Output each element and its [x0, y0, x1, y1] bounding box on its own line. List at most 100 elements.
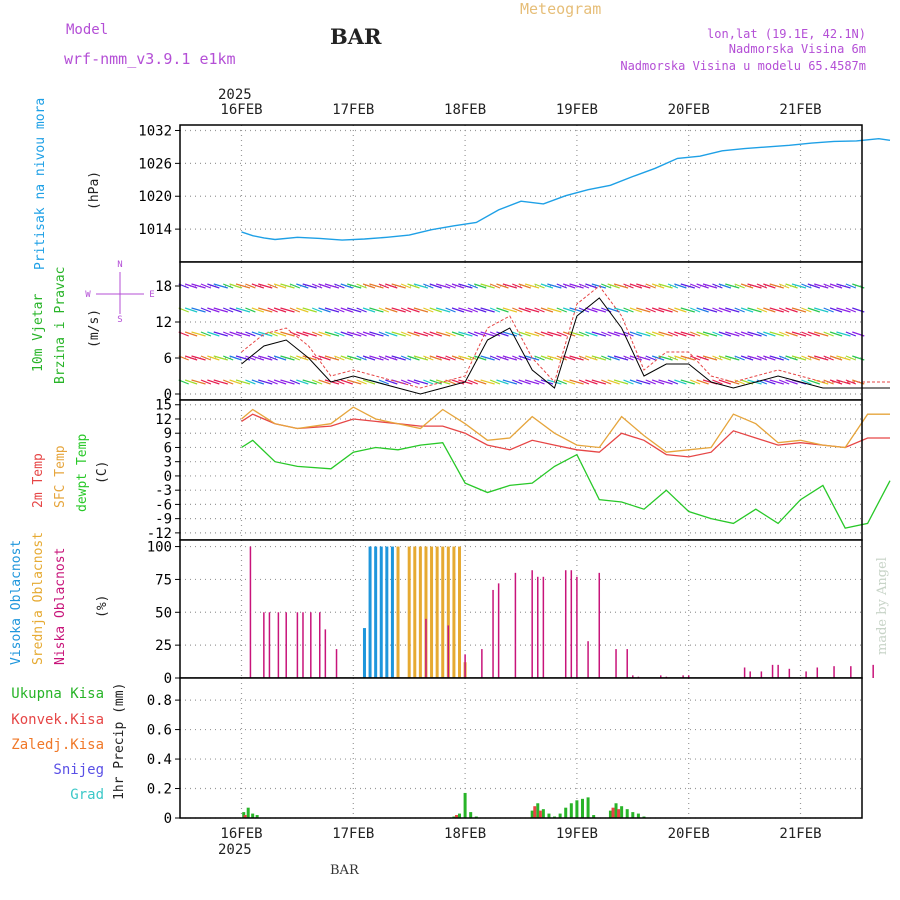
wind-arrow	[391, 307, 406, 313]
wind-arrow	[658, 283, 673, 289]
wind-arrow	[636, 379, 651, 385]
wind-arrow	[702, 307, 718, 313]
wind-arrow	[324, 283, 340, 289]
wind-arrow	[489, 283, 501, 289]
wind-arrow	[356, 307, 367, 313]
wind-arrow	[378, 283, 390, 289]
wind-arrow	[696, 283, 709, 289]
wind-arrow	[791, 307, 807, 313]
total-precip-bar	[608, 810, 612, 818]
wind-arrow	[667, 307, 679, 313]
wind-arrow	[480, 331, 495, 337]
wind-arrow	[340, 331, 353, 337]
mid-cloud-bar	[407, 546, 411, 678]
y-tick-label: -6	[155, 497, 172, 513]
wind-arrow	[435, 307, 451, 313]
high-cloud-bar	[385, 546, 389, 678]
wind-arrow	[613, 283, 629, 289]
wind-arrow	[645, 331, 656, 337]
wind-arrow	[680, 379, 695, 385]
wind-arrow	[836, 283, 851, 289]
wind-arrow	[502, 307, 518, 313]
wind-unit: (m/s)	[87, 309, 102, 348]
year-top: 2025	[218, 87, 252, 103]
panel-bg	[180, 262, 862, 400]
wind-arrow	[689, 307, 701, 313]
low-cloud-bar	[249, 546, 252, 678]
wind-arrow	[318, 355, 331, 361]
wind-arrow	[334, 355, 345, 361]
wind-arrow	[814, 355, 829, 361]
wind-arrow	[613, 331, 629, 337]
wind-arrow	[267, 355, 278, 361]
wind-arrow	[629, 307, 643, 313]
wind-arrow	[362, 379, 376, 385]
wind-arrow	[251, 283, 265, 289]
wind-arrow	[200, 355, 212, 361]
total-precip-bar	[458, 813, 462, 818]
wind-arrow	[385, 355, 398, 361]
wind-arrow	[467, 355, 479, 361]
wind-arrow	[222, 307, 234, 313]
wind-arrow	[423, 379, 434, 385]
wind-arrow	[445, 307, 456, 313]
wind-arrow	[502, 283, 518, 289]
wind-arrow	[674, 379, 687, 385]
temp-unit: (C)	[95, 461, 110, 484]
wind-arrow	[613, 379, 629, 385]
wind-arrow	[467, 379, 479, 385]
wind-arrow	[747, 307, 762, 313]
wind-arrow	[311, 331, 323, 337]
wind-arrow	[191, 379, 206, 385]
y-tick-label: 0	[164, 387, 172, 403]
wind-arrow	[512, 283, 523, 289]
wind-arrow	[562, 283, 576, 289]
panel-wind: 0 6 12 18	[155, 261, 890, 403]
wind-arrow	[534, 307, 545, 313]
wind-arrow	[423, 331, 434, 337]
wind-arrow	[458, 355, 473, 361]
wind-arrow	[289, 355, 301, 361]
wind-arrow	[763, 283, 776, 289]
wind-arrow	[435, 379, 451, 385]
wind-arrow	[296, 355, 309, 361]
wind-arrow	[769, 307, 784, 313]
wind-arrow	[814, 307, 829, 313]
wind-arrow	[362, 283, 376, 289]
wind-arrow	[489, 307, 501, 313]
wind-arrow	[747, 331, 762, 337]
wind-arrow	[267, 283, 278, 289]
wind-arrow	[651, 331, 665, 337]
wind-arrow	[636, 283, 651, 289]
wind-arrow	[734, 307, 745, 313]
wind-arrow	[467, 307, 479, 313]
watermark: made by Angel	[875, 557, 890, 655]
wind-arrow	[407, 379, 420, 385]
wind-arrow	[267, 307, 278, 313]
wind-arrow	[451, 307, 465, 313]
wind-arrow	[213, 283, 228, 289]
wind-arrow	[591, 331, 607, 337]
wind-arrow	[725, 331, 740, 337]
high-cloud-bar	[368, 546, 372, 678]
wind-arrow	[756, 379, 768, 385]
wind-arrow	[184, 283, 198, 289]
wind-compass: N S W E	[85, 260, 154, 325]
wind-arrow	[836, 355, 851, 361]
wind-arrow	[607, 283, 620, 289]
wind-arrow	[347, 283, 362, 289]
wind-arrow	[674, 355, 687, 361]
wind-arrow	[629, 331, 643, 337]
wind-arrow	[245, 355, 256, 361]
wind-arrow	[229, 355, 242, 361]
wind-arrow	[613, 355, 629, 361]
wind-arrow	[623, 331, 634, 337]
wind-arrow	[413, 355, 429, 361]
low-cloud-bar	[319, 612, 321, 678]
low-cloud-bar	[816, 667, 819, 678]
wind-arrow	[296, 283, 309, 289]
low-cloud-bar	[268, 612, 271, 678]
total-precip-bar	[463, 792, 467, 818]
y-tick-label: 1026	[138, 156, 172, 172]
wind-arrow	[689, 379, 701, 385]
